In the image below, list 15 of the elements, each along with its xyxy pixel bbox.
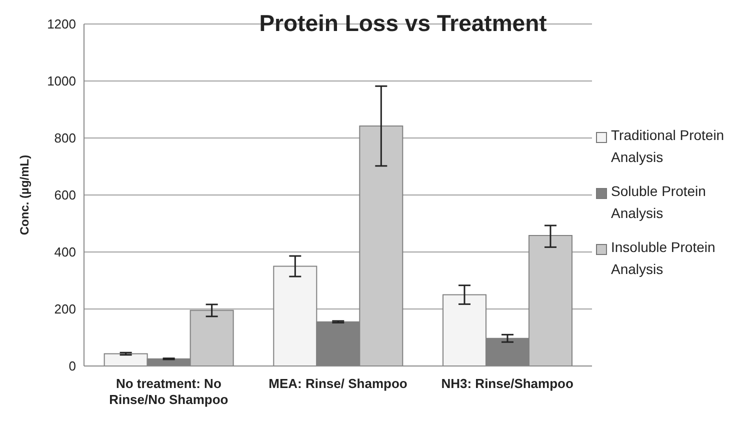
- y-tick-label: 800: [54, 130, 76, 146]
- legend-label: Insoluble Protein Analysis: [611, 238, 716, 279]
- y-tick-label: 0: [68, 358, 76, 374]
- y-tick-label: 1200: [47, 16, 76, 32]
- x-tick-label: NH3: Rinse/Shampoo: [441, 376, 574, 391]
- y-axis-title: Conc. (µg/mL): [17, 154, 32, 236]
- x-tick-label: MEA: Rinse/ Shampoo: [268, 376, 408, 391]
- y-tick-label: 1000: [47, 74, 76, 89]
- chart-title: Protein Loss vs Treatment: [258, 10, 548, 37]
- y-tick-label: 400: [54, 244, 76, 260]
- legend-label: Soluble Protein Analysis: [611, 182, 707, 223]
- y-tick-label: 200: [54, 302, 76, 317]
- x-tick-label: No treatment: No Rinse/No Shampoo: [109, 376, 228, 407]
- y-tick-label: 600: [54, 188, 76, 203]
- legend-label: Traditional Protein Analysis: [611, 126, 726, 167]
